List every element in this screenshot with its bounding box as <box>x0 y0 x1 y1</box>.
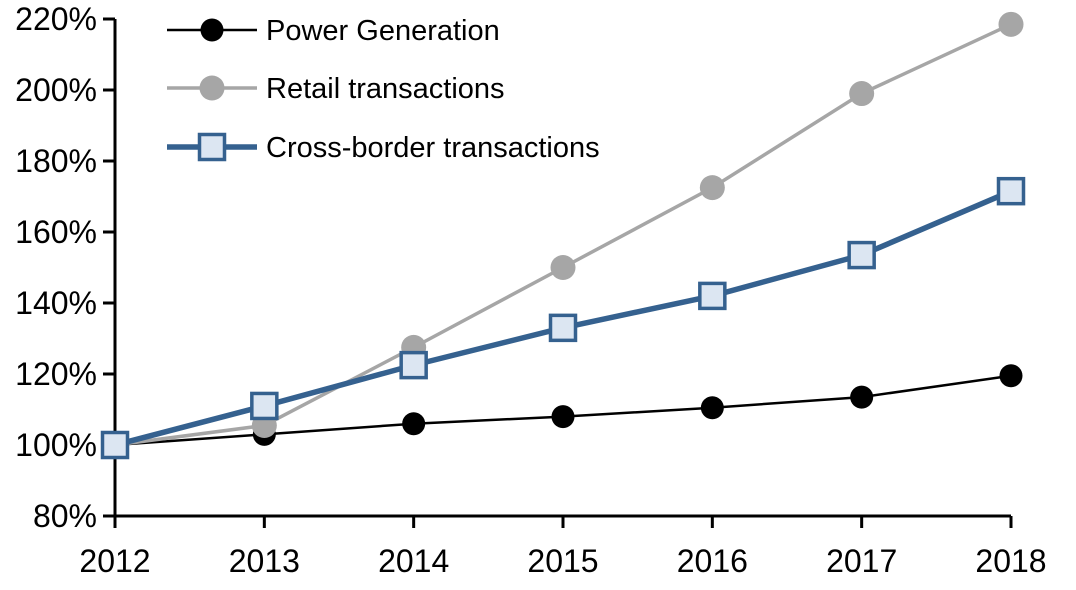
legend-label-cross-border-transactions: Cross-border transactions <box>266 132 600 164</box>
x-axis-tick-label: 2015 <box>527 543 598 579</box>
legend-marker-power-generation <box>200 18 224 42</box>
y-axis-tick-label: 200% <box>15 72 97 108</box>
x-axis-tick-label: 2014 <box>378 543 449 579</box>
y-axis-tick-label: 220% <box>15 1 97 37</box>
y-axis-tick-label: 180% <box>15 143 97 179</box>
x-axis-tick-label: 2017 <box>826 543 897 579</box>
legend-marker-cross-border-transactions <box>197 132 227 162</box>
y-axis-tick-label: 140% <box>15 285 97 321</box>
data-point-cross-border-transactions <box>548 313 578 343</box>
legend-label-retail-transactions: Retail transactions <box>266 73 505 105</box>
x-axis-tick-label: 2016 <box>677 543 748 579</box>
x-axis-tick-label: 2018 <box>975 543 1046 579</box>
data-point-cross-border-transactions <box>996 176 1026 206</box>
data-point-cross-border-transactions <box>698 281 727 311</box>
legend-label-power-generation: Power Generation <box>266 15 500 47</box>
legend-marker-retail-transactions <box>199 75 225 101</box>
data-point-power-generation <box>850 385 874 409</box>
data-point-power-generation <box>700 396 724 420</box>
y-axis-tick-label: 80% <box>33 498 97 534</box>
data-point-power-generation <box>999 364 1023 388</box>
y-axis-tick-label: 120% <box>15 356 97 392</box>
data-point-cross-border-transactions <box>100 430 130 460</box>
data-point-retail-transactions <box>998 11 1024 37</box>
data-point-retail-transactions <box>849 81 875 107</box>
x-axis-tick-label: 2013 <box>229 543 300 579</box>
x-axis-tick-label: 2012 <box>79 543 150 579</box>
data-point-cross-border-transactions <box>250 391 279 421</box>
data-point-power-generation <box>402 412 426 436</box>
y-axis-tick-label: 160% <box>15 214 97 250</box>
data-point-retail-transactions <box>550 255 576 280</box>
y-axis-tick-label: 100% <box>15 427 97 463</box>
data-point-cross-border-transactions <box>399 350 428 380</box>
data-point-power-generation <box>551 405 575 429</box>
data-point-cross-border-transactions <box>847 240 876 270</box>
data-point-retail-transactions <box>699 175 725 201</box>
